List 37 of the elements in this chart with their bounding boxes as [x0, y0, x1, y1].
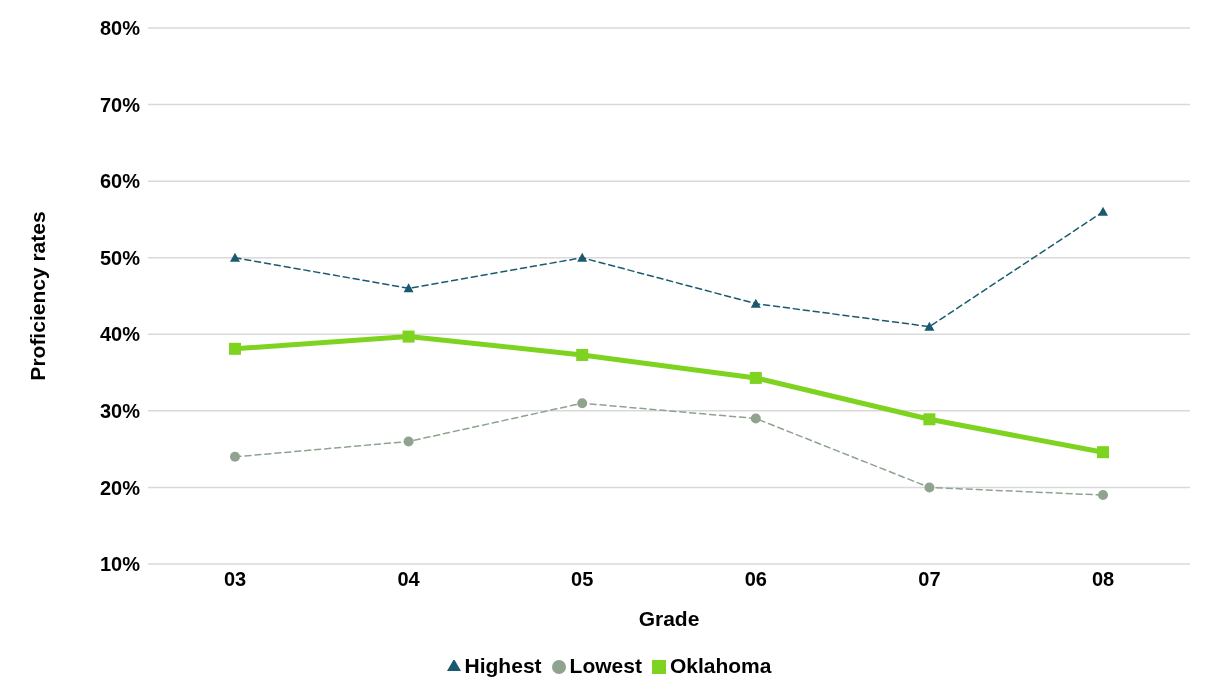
legend-label: Lowest [569, 654, 642, 677]
x-tick-label: 08 [1091, 568, 1115, 591]
y-tick-label: 20% [99, 476, 141, 499]
x-tick-label: 05 [571, 568, 594, 591]
point [230, 252, 240, 262]
point [1098, 490, 1108, 501]
point [924, 321, 935, 331]
x-tick-label: 03 [223, 568, 247, 591]
y-tick-label: 10% [99, 553, 141, 576]
point [403, 436, 414, 447]
legend-label: Oklahoma [669, 654, 772, 677]
point [750, 298, 761, 308]
point [924, 482, 935, 493]
x-tick-label: 07 [918, 568, 941, 591]
y-tick-label: 40% [99, 323, 141, 346]
point [750, 413, 761, 424]
y-tick-label: 60% [99, 170, 141, 193]
point [230, 451, 240, 462]
x-tick-label: 04 [397, 568, 421, 591]
point [1098, 206, 1108, 216]
y-tick-label: 50% [99, 246, 141, 269]
point [403, 283, 414, 293]
point [229, 342, 241, 355]
point [402, 330, 415, 343]
legend-label: Highest [464, 654, 542, 677]
y-tick-label: 80% [99, 17, 141, 40]
y-axis-title: Proficiency rates [26, 211, 50, 381]
point [577, 252, 588, 262]
point [749, 371, 762, 384]
x-tick-label: 06 [744, 568, 767, 591]
point [1097, 446, 1109, 459]
point [923, 413, 936, 426]
point [577, 398, 588, 409]
y-tick-label: 30% [99, 399, 141, 422]
point [576, 348, 589, 361]
y-tick-label: 70% [99, 93, 141, 116]
x-axis-title: Grade [638, 607, 700, 630]
